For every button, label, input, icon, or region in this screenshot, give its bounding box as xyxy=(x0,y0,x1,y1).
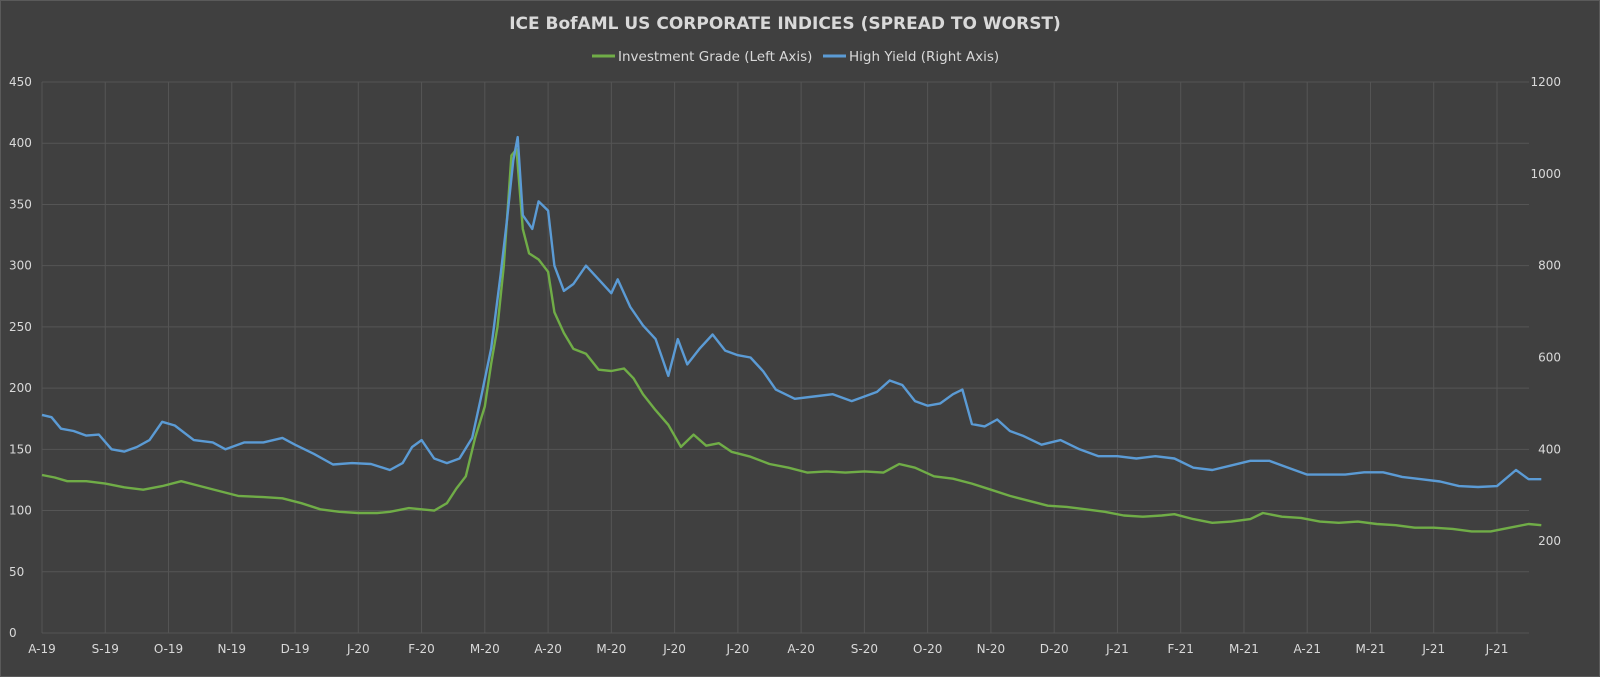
x-tick-label: F-21 xyxy=(1167,642,1194,656)
grid xyxy=(41,81,1529,634)
chart-title: ICE BofAML US CORPORATE INDICES (SPREAD … xyxy=(509,14,1061,34)
series-layer xyxy=(41,135,1542,533)
x-tick-label: F-20 xyxy=(408,642,435,656)
y-right-axis: 200 400 600 800 1000 1200 xyxy=(1530,75,1561,548)
y-left-tick-label: 0 xyxy=(9,626,17,640)
y-left-tick-label: 400 xyxy=(9,136,32,150)
y-right-tick-label: 1000 xyxy=(1530,167,1561,181)
x-tick-label: N-19 xyxy=(217,642,246,656)
legend: Investment Grade (Left Axis) High Yield … xyxy=(592,49,999,65)
y-left-tick-label: 100 xyxy=(9,504,32,518)
x-tick-label: M-20 xyxy=(596,642,626,656)
x-tick-label: A-20 xyxy=(534,642,562,656)
series-line-investment-grade xyxy=(41,148,1542,533)
x-tick-label: S-20 xyxy=(851,642,878,656)
legend-label-high-yield: High Yield (Right Axis) xyxy=(849,49,999,65)
y-left-tick-label: 250 xyxy=(9,320,32,334)
x-tick-label: J-20 xyxy=(726,642,750,656)
y-right-tick-label: 800 xyxy=(1538,259,1561,273)
x-tick-label: D-20 xyxy=(1040,642,1069,656)
y-left-tick-label: 450 xyxy=(9,75,32,89)
x-tick-label: A-20 xyxy=(787,642,815,656)
y-left-tick-label: 300 xyxy=(9,259,32,273)
y-right-tick-label: 200 xyxy=(1538,534,1561,548)
x-axis: A-19 S-19 O-19 N-19 D-19 J-20 F-20 M-20 A-20 M-20… xyxy=(28,642,1508,656)
x-tick-label: S-19 xyxy=(92,642,119,656)
x-tick-label: O-20 xyxy=(913,642,942,656)
x-tick-label: J-21 xyxy=(1485,642,1509,656)
x-tick-label: N-20 xyxy=(977,642,1006,656)
x-tick-label: J-21 xyxy=(1105,642,1129,656)
legend-label-investment-grade: Investment Grade (Left Axis) xyxy=(618,49,812,65)
x-tick-label: M-20 xyxy=(470,642,500,656)
series-line-high-yield xyxy=(41,135,1542,489)
x-tick-label: J-20 xyxy=(346,642,370,656)
x-tick-label: A-19 xyxy=(28,642,56,656)
y-left-tick-label: 150 xyxy=(9,442,32,456)
y-left-tick-label: 50 xyxy=(9,565,24,579)
x-tick-label: M-21 xyxy=(1229,642,1259,656)
x-tick-label: O-19 xyxy=(154,642,183,656)
x-tick-label: J-21 xyxy=(1421,642,1445,656)
y-left-axis: 0 50 100 150 200 250 300 350 400 450 xyxy=(9,75,32,640)
x-tick-label: J-20 xyxy=(662,642,686,656)
x-tick-label: A-21 xyxy=(1293,642,1321,656)
y-right-tick-label: 600 xyxy=(1538,351,1561,365)
y-right-tick-label: 400 xyxy=(1538,442,1561,456)
x-tick-label: M-21 xyxy=(1356,642,1386,656)
y-left-tick-label: 350 xyxy=(9,197,32,211)
y-left-tick-label: 200 xyxy=(9,381,32,395)
y-right-tick-label: 1200 xyxy=(1530,75,1561,89)
x-tick-label: D-19 xyxy=(281,642,310,656)
